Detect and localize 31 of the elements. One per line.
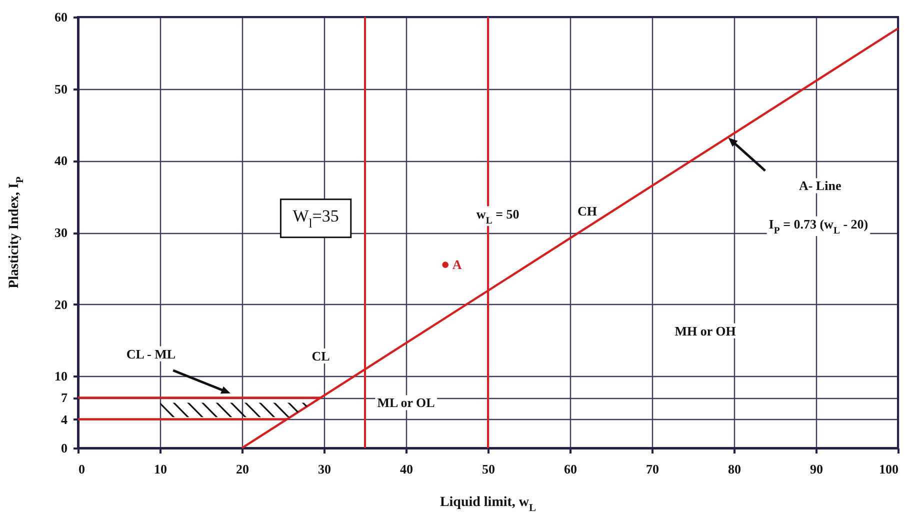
y-tick-label: 0 — [61, 440, 68, 456]
y-tick-label: 10 — [54, 368, 68, 384]
x-tick-label: 100 — [879, 462, 898, 476]
x-tick-label: 60 — [564, 462, 577, 476]
annotation: A- Line — [798, 178, 842, 194]
y-tick-label: 60 — [54, 10, 68, 24]
series-label: A — [452, 256, 462, 272]
y-tick-label: 40 — [54, 153, 68, 168]
annotation: CL — [312, 348, 330, 364]
x-tick-label: 20 — [236, 462, 249, 476]
x-tick-label: 40 — [400, 462, 413, 476]
x-tick-label: 0 — [78, 462, 85, 476]
y-tick-label: 20 — [54, 296, 68, 312]
annotation: w$_{L}$ = 50 — [476, 206, 520, 226]
x-tick-label: 10 — [154, 462, 167, 476]
x-tick-label: 70 — [646, 462, 659, 476]
x-tick-label: 80 — [728, 462, 741, 476]
x-tick-label: 30 — [318, 462, 331, 476]
y-tick-label: 4 — [61, 412, 68, 427]
y-tick-label: 30 — [54, 225, 68, 240]
x-tick-label: 50 — [482, 462, 495, 476]
y-tick-label: 7 — [61, 390, 68, 406]
y-tick-label: 50 — [54, 81, 68, 96]
annotation: CH — [577, 203, 597, 218]
annotation: W$_{l}$=35 — [292, 206, 339, 230]
annotation: CL - ML — [126, 346, 176, 362]
x-tick-label: 90 — [810, 462, 823, 476]
x-axis-title: Liquid limit, w$_{L}$ — [440, 495, 536, 514]
annotation: I$_{P}$ = 0.73 (w$_{L}$ - 20) — [768, 216, 868, 236]
annotation: MH or OH — [674, 323, 736, 338]
annotation: ML or OL — [377, 395, 436, 410]
